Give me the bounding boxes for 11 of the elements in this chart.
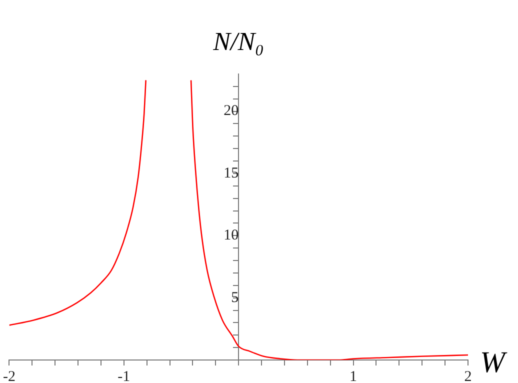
x-tick-label: -2 [3, 368, 16, 383]
line-series [9, 80, 146, 326]
x-tick-label: -1 [118, 368, 130, 383]
y-tick-label: 20 [224, 103, 239, 120]
x-axis-title: W [480, 346, 508, 379]
line-series [190, 80, 468, 360]
y-axis-title: N/N₀ [212, 27, 264, 56]
y-tick-label: 15 [224, 165, 239, 182]
y-tick-label: 10 [224, 228, 239, 244]
x-tick-label: 1 [350, 368, 358, 383]
x-tick-label: 2 [464, 368, 472, 383]
